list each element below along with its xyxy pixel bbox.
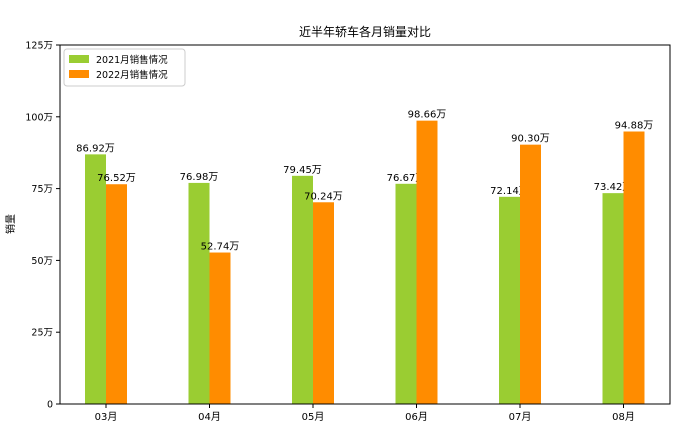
bar-2022 xyxy=(623,131,645,404)
y-tick-label: 100万 xyxy=(25,112,53,123)
x-tick-label: 03月 xyxy=(95,411,118,423)
y-tick-label: 75万 xyxy=(31,184,53,195)
legend-swatch xyxy=(69,70,89,78)
plot-area: 0 25万 50万 75万 100万 125万 03月 04月 05月 06月 07月 08月 86.9… xyxy=(25,41,653,424)
x-tick-label: 06月 xyxy=(405,411,428,423)
bar-2021 xyxy=(499,196,520,404)
bar-2021 xyxy=(85,154,106,404)
bar-value-label: 52.74万 xyxy=(201,242,240,253)
chart-title: 近半年轿车各月销量对比 xyxy=(299,24,431,39)
bar-2021 xyxy=(395,183,417,404)
legend-swatch xyxy=(69,55,89,63)
x-tick-label: 08月 xyxy=(612,411,635,423)
bar-value-label: 79.45万 xyxy=(283,165,322,176)
y-tick-label: 0 xyxy=(47,400,53,411)
legend: 2021月销售情况 2022月销售情况 xyxy=(63,48,186,87)
bar-value-label: 90.30万 xyxy=(511,134,550,145)
bar-value-label: 98.66万 xyxy=(408,110,447,121)
bar-value-label: 76.52万 xyxy=(97,173,136,184)
x-tick-label: 04月 xyxy=(198,411,221,423)
legend-label: 2021月销售情况 xyxy=(96,54,168,66)
y-tick-label: 50万 xyxy=(31,256,53,267)
bar-2021 xyxy=(602,193,624,404)
y-tick-label: 125万 xyxy=(25,41,53,52)
plot-frame xyxy=(59,44,671,405)
bar-2022 xyxy=(209,252,231,404)
bar-2022 xyxy=(106,184,127,404)
x-tick-label: 05月 xyxy=(302,411,325,423)
y-axis-label: 销量 xyxy=(4,214,17,234)
bar-2022 xyxy=(520,144,541,405)
legend-box xyxy=(63,48,186,87)
bar-value-label: 73.42万 xyxy=(594,182,633,193)
y-tick-label: 25万 xyxy=(31,328,53,339)
bar-value-label: 76.98万 xyxy=(180,172,219,183)
bar-2022 xyxy=(313,202,334,404)
bar-2021 xyxy=(292,175,313,404)
legend-label: 2022月销售情况 xyxy=(96,69,168,81)
bar-2021 xyxy=(188,182,210,404)
bar-value-label: 76.67万 xyxy=(387,173,426,184)
bar-value-label: 94.88万 xyxy=(615,121,654,132)
bar-value-label: 86.92万 xyxy=(76,143,115,154)
x-tick-label: 07月 xyxy=(509,411,532,423)
bar-2022 xyxy=(416,120,438,404)
bar-value-label: 70.24万 xyxy=(304,191,343,202)
bar-value-label: 72.14万 xyxy=(490,186,529,197)
